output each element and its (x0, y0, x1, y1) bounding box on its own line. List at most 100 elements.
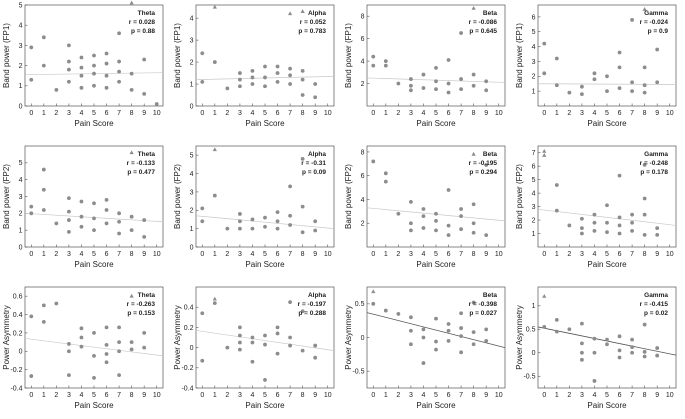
data-point (29, 211, 34, 216)
data-point (225, 86, 230, 91)
band-label: Alpha (308, 10, 326, 17)
data-point (592, 212, 597, 217)
data-point (471, 221, 476, 226)
data-point (142, 218, 147, 222)
y-tick-label: 1 (190, 226, 194, 233)
y-tick-label: 4 (19, 23, 23, 30)
y-axis-label: Power Asymmetry (2, 305, 11, 369)
x-tick-label: 10 (324, 392, 332, 399)
x-tick-label: 9 (655, 251, 659, 258)
y-tick-label: 8 (361, 14, 365, 21)
data-point (434, 316, 438, 321)
data-point (580, 321, 584, 326)
data-point (580, 231, 584, 236)
data-point (471, 330, 476, 335)
data-point (92, 353, 96, 358)
y-tick-label: 0.2 (13, 330, 23, 337)
x-tick-label: 2 (567, 392, 571, 399)
y-tick-label: -0.5 (352, 369, 364, 376)
data-point (592, 336, 597, 341)
data-point (580, 350, 584, 355)
data-point (263, 215, 267, 220)
y-tick-label: 2 (361, 81, 365, 88)
data-point (67, 79, 71, 84)
data-point (117, 211, 121, 216)
x-tick-label: 8 (643, 392, 647, 399)
data-point (117, 325, 121, 330)
data-point (212, 60, 217, 64)
data-point (642, 322, 647, 327)
panel-theta-2: 0 1 2 3 4 5 6 7 8 9 10 -0.4 -0.2 0 0.2 0.4 0.6 Theta r = -… (2, 286, 164, 410)
x-tick-label: 10 (495, 110, 503, 117)
x-tick-label: 10 (324, 251, 332, 258)
data-point (142, 235, 147, 239)
data-point (446, 81, 451, 86)
data-point (421, 207, 426, 211)
data-point (129, 228, 134, 233)
data-point (383, 308, 388, 313)
data-point (275, 351, 280, 356)
regression-line (24, 338, 164, 357)
x-tick-label: 10 (324, 110, 332, 117)
data-point (605, 74, 609, 79)
y-tick-label: 6 (532, 14, 536, 21)
y-tick-label: 3 (532, 204, 536, 211)
y-tick-label: 2 (19, 63, 23, 70)
y-axis-label: Band power (FP2) (2, 164, 11, 229)
data-point (104, 208, 109, 212)
data-point (567, 223, 572, 228)
band-label: Beta (483, 10, 497, 17)
x-tick-label: 4 (593, 110, 597, 117)
data-point (313, 95, 318, 100)
data-point (67, 218, 71, 222)
x-tick-label: 0 (542, 110, 546, 117)
data-point (212, 4, 217, 9)
data-point (275, 79, 280, 84)
x-tick-label: 4 (422, 392, 426, 399)
data-point (238, 212, 242, 216)
x-tick-label: 7 (288, 110, 292, 117)
data-point (421, 86, 426, 90)
p-value: p = 0.153 (127, 310, 155, 317)
data-point (617, 215, 622, 220)
y-tick-label: 6 (361, 36, 365, 43)
x-tick-label: 1 (555, 392, 559, 399)
data-point (655, 232, 660, 237)
data-point (592, 77, 597, 82)
data-point (54, 221, 59, 226)
data-point (129, 150, 134, 155)
y-tick-label: 3 (532, 59, 536, 66)
data-point (567, 90, 572, 95)
data-point (642, 212, 647, 217)
x-tick-label: 3 (238, 251, 242, 258)
y-tick-label: 0 (190, 345, 194, 352)
data-point (29, 45, 34, 50)
x-tick-label: 1 (213, 251, 217, 258)
data-point (129, 0, 134, 5)
x-tick-label: 8 (130, 392, 134, 399)
y-tick-label: 4 (190, 171, 194, 178)
data-point (67, 59, 71, 64)
data-point (554, 317, 559, 322)
data-point (288, 223, 292, 227)
r-value: r = -0.086 (469, 19, 498, 26)
data-point (396, 81, 401, 86)
data-point (200, 219, 205, 224)
data-point (642, 196, 647, 201)
data-point (300, 93, 305, 97)
data-point (371, 159, 376, 164)
x-tick-label: 5 (263, 110, 267, 117)
x-tick-label: 7 (117, 251, 121, 258)
x-tick-label: 10 (495, 392, 503, 399)
panel-gamma-2: 0 1 2 3 4 5 6 7 8 9 10 -0.5 0 0.5 1 Gamma r = -0.415 p = … (515, 286, 677, 410)
x-tick-label: 9 (142, 251, 146, 258)
data-point (434, 218, 438, 223)
x-tick-label: 5 (92, 110, 96, 117)
data-point (459, 311, 463, 316)
x-tick-label: 6 (276, 392, 280, 399)
x-tick-label: 3 (238, 110, 242, 117)
p-value: p = 0.09 (302, 169, 326, 176)
p-value: p = 0.645 (469, 28, 497, 35)
data-point (434, 211, 438, 216)
data-point (67, 342, 71, 346)
